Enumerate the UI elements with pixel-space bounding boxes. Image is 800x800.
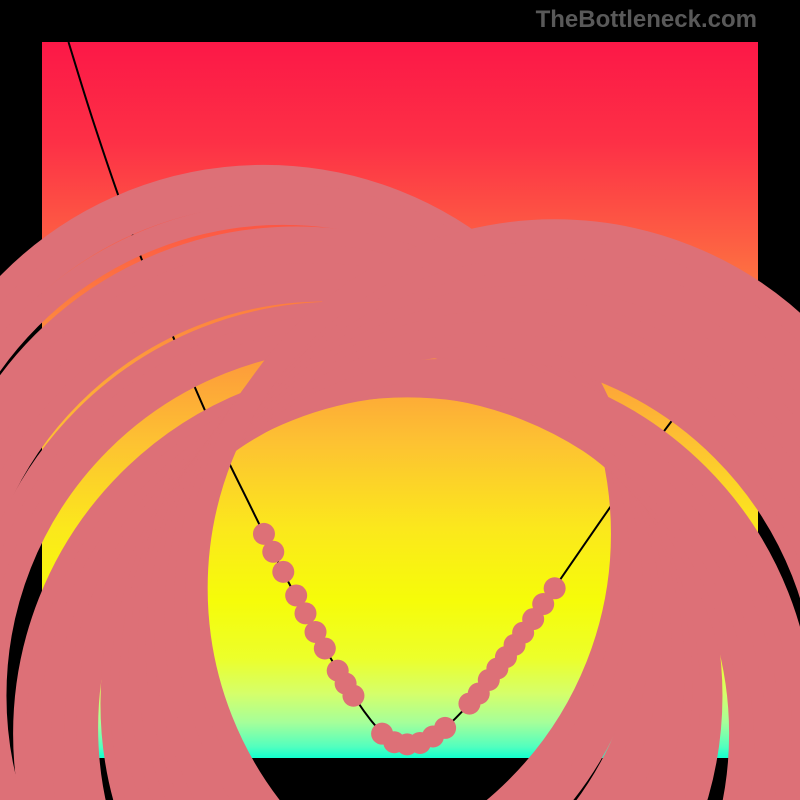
marker-group — [253, 523, 566, 756]
curve-layer — [42, 42, 758, 758]
bead-marker — [544, 577, 566, 599]
plot-area — [42, 42, 758, 758]
chart-root: TheBottleneck.com — [0, 0, 800, 800]
watermark-text: TheBottleneck.com — [536, 6, 757, 34]
